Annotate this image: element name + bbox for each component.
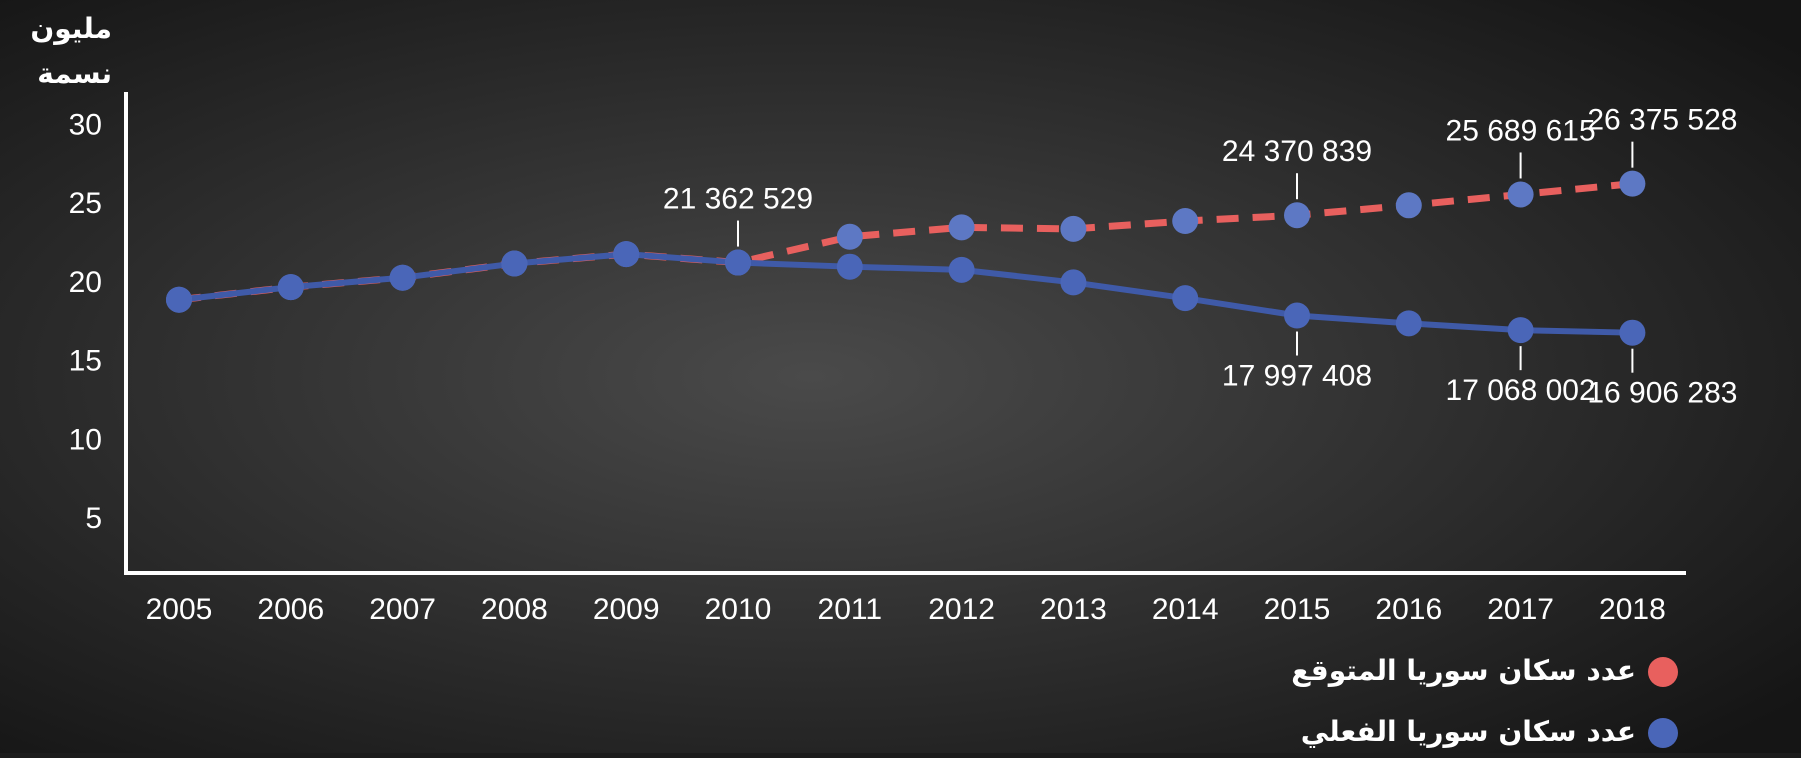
data-point xyxy=(1060,215,1087,242)
x-tick-label: 2005 xyxy=(146,593,213,626)
data-point xyxy=(1507,317,1534,344)
data-label: 17 997 408 xyxy=(1222,359,1372,392)
data-point xyxy=(1172,208,1199,235)
data-point xyxy=(725,249,751,276)
x-tick-label: 2012 xyxy=(928,593,995,626)
data-point xyxy=(1619,170,1646,197)
data-point xyxy=(501,250,528,277)
y-axis-label: نسمة xyxy=(37,57,112,90)
data-point xyxy=(1395,310,1422,337)
legend-label: عدد سكان سوريا الفعلي xyxy=(1301,715,1636,748)
x-tick-label: 2013 xyxy=(1040,593,1107,626)
y-axis-label: مليون xyxy=(30,12,112,45)
data-label: 25 689 615 xyxy=(1446,114,1596,147)
data-point xyxy=(1172,285,1199,312)
x-tick-label: 2008 xyxy=(481,593,548,626)
x-tick-label: 2006 xyxy=(257,593,324,626)
data-point xyxy=(1284,302,1310,329)
y-tick-label: 5 xyxy=(85,502,102,535)
data-point xyxy=(836,223,863,250)
x-tick-label: 2010 xyxy=(705,593,772,626)
x-tick-label: 2015 xyxy=(1264,593,1331,626)
data-point xyxy=(613,241,640,268)
x-tick-label: 2011 xyxy=(818,593,883,626)
y-tick-label: 25 xyxy=(69,187,102,220)
data-label: 16 906 283 xyxy=(1587,377,1737,410)
data-label: 21 362 529 xyxy=(663,182,813,215)
data-label: 26 375 528 xyxy=(1587,104,1737,137)
data-point xyxy=(277,274,304,301)
data-point xyxy=(389,264,416,291)
data-point xyxy=(166,286,192,313)
data-point xyxy=(836,253,863,280)
data-label: 24 370 839 xyxy=(1222,135,1372,168)
y-tick-label: 20 xyxy=(69,266,102,299)
data-point xyxy=(1284,202,1310,229)
x-tick-label: 2018 xyxy=(1599,593,1666,626)
data-point xyxy=(1395,192,1422,219)
data-point xyxy=(1619,319,1646,346)
data-point xyxy=(948,256,975,283)
x-tick-label: 2014 xyxy=(1152,593,1219,626)
legend-swatch xyxy=(1648,718,1678,748)
legend-label: عدد سكان سوريا المتوقع xyxy=(1291,654,1636,687)
series-line xyxy=(178,251,1633,336)
data-point xyxy=(948,214,975,241)
x-tick-label: 2017 xyxy=(1487,593,1554,626)
y-tick-label: 30 xyxy=(69,109,102,142)
legend-swatch xyxy=(1648,657,1678,687)
x-tick-label: 2016 xyxy=(1375,593,1442,626)
data-label: 17 068 002 xyxy=(1446,374,1596,407)
data-point xyxy=(1060,269,1087,296)
series-line xyxy=(178,180,1633,304)
y-tick-label: 10 xyxy=(69,423,102,456)
x-tick-label: 2007 xyxy=(369,593,436,626)
x-tick-label: 2009 xyxy=(593,593,660,626)
data-point xyxy=(1507,181,1534,208)
y-tick-label: 15 xyxy=(69,345,102,378)
